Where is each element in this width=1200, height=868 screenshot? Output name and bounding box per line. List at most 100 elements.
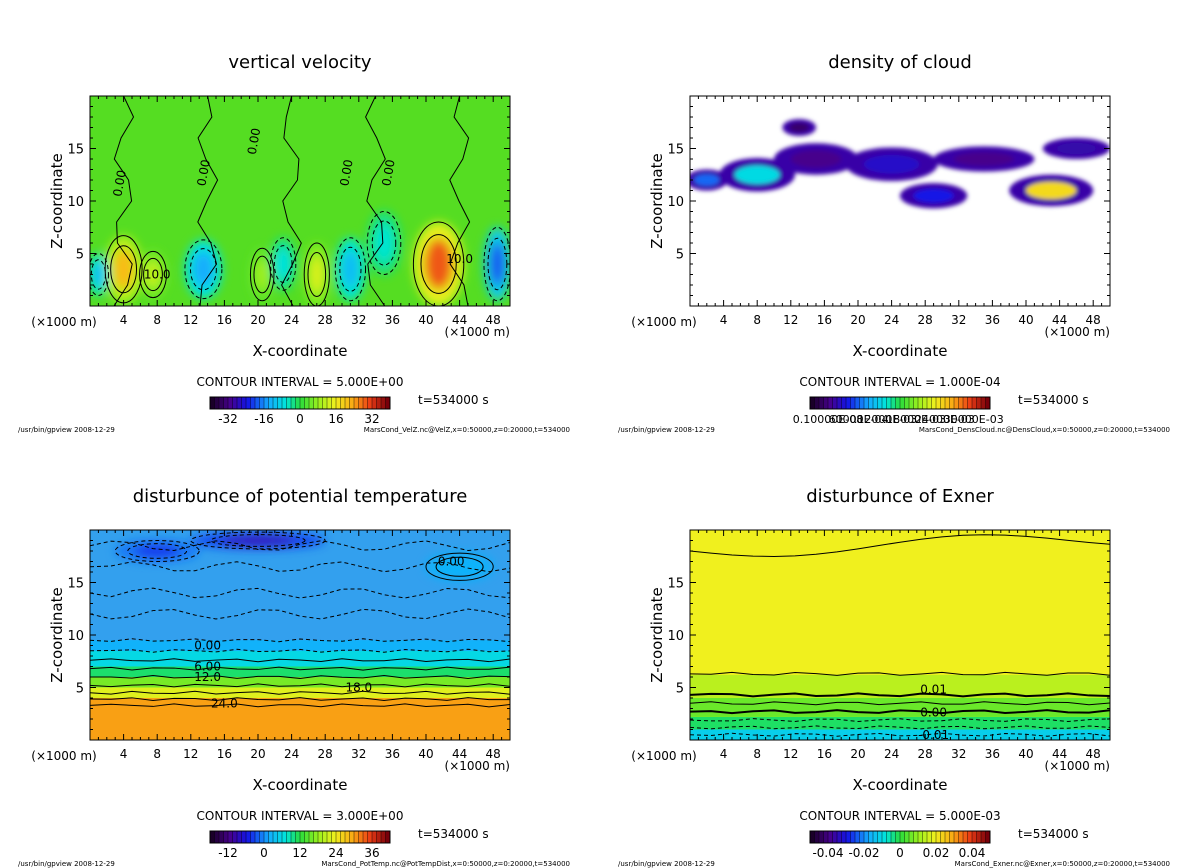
- contour-label: 24.0: [211, 696, 238, 710]
- colorbar-segment: [327, 397, 332, 409]
- x-tick-label: 40: [418, 313, 433, 327]
- zero-contour: [113, 96, 135, 306]
- isentrope-line: [90, 703, 510, 708]
- plot-area: [690, 96, 1110, 306]
- colorbar-segment: [219, 397, 224, 409]
- colorbar-segment: [922, 831, 928, 843]
- x-tick-label: 4: [720, 313, 728, 327]
- x-unit-left: (×1000 m): [631, 315, 696, 329]
- x-tick-label: 36: [385, 747, 400, 761]
- colorbar-segment: [381, 831, 386, 843]
- x-tick-label: 36: [385, 313, 400, 327]
- colorbar-segment: [976, 397, 982, 409]
- colorbar-segment: [273, 397, 278, 409]
- y-tick-label: 10: [67, 195, 84, 210]
- y-axis-label: Z-coordinate: [48, 153, 66, 248]
- colorbar-segment: [832, 831, 838, 843]
- colorbar-segment: [228, 397, 233, 409]
- x-tick-label: 20: [850, 313, 865, 327]
- contour-interval: CONTOUR INTERVAL = 5.000E+00: [197, 375, 404, 389]
- colorbar-segment: [385, 831, 391, 843]
- x-unit-right: (×1000 m): [1045, 759, 1110, 773]
- colorbar-segment: [336, 831, 341, 843]
- colorbar-segment: [936, 397, 941, 409]
- colorbar-segment: [313, 831, 319, 843]
- cell-inner: [309, 255, 324, 294]
- colorbar-segment: [300, 831, 305, 843]
- x-tick-label: 36: [985, 313, 1000, 327]
- exner-contour: [690, 732, 1110, 737]
- cell-inner: [92, 261, 104, 288]
- contour-line: [184, 239, 223, 300]
- colorbar-segment: [850, 831, 856, 843]
- colorbar-segment: [376, 831, 382, 843]
- x-tick-label: 40: [418, 747, 433, 761]
- colorbar-segment: [918, 831, 923, 843]
- colorbar-segment: [246, 831, 251, 843]
- colorbar-segment: [291, 831, 296, 843]
- upper-contour: [90, 561, 510, 573]
- colorbar-tick-label: 36: [364, 846, 379, 860]
- colorbar-segment: [372, 397, 377, 409]
- exner-contour: [690, 718, 1110, 723]
- x-tick-label: 20: [850, 747, 865, 761]
- y-tick-label: 15: [67, 577, 84, 592]
- x-tick-label: 24: [284, 747, 299, 761]
- colorbar-segment: [367, 831, 373, 843]
- isentrope-line: [90, 697, 510, 702]
- feature-layer: [690, 119, 1110, 209]
- zero-contour: [449, 96, 471, 306]
- x-tick-label: 8: [153, 747, 161, 761]
- colorbar-segment: [877, 831, 883, 843]
- colorbar-segment: [873, 397, 878, 409]
- colorbar-frame: [809, 830, 991, 844]
- colorbar-segment: [264, 397, 269, 409]
- contour-line: [339, 246, 362, 292]
- colorbar-segment: [309, 397, 314, 409]
- colorbar-segment: [985, 397, 991, 409]
- colorbar-segment: [810, 397, 815, 409]
- x-unit-right: (×1000 m): [445, 759, 510, 773]
- x-tick-label: 44: [452, 313, 467, 327]
- x-tick-label: 28: [918, 313, 933, 327]
- contour-label: 0.00: [245, 127, 263, 156]
- colorbar-segment: [904, 397, 910, 409]
- colorbar: 0.10000E-08.60000E-04.12000E-03.18000E-0…: [793, 396, 1004, 426]
- colorbar-segment: [967, 831, 973, 843]
- isentrope-line: [90, 648, 510, 653]
- y-tick-label: 5: [676, 682, 684, 697]
- footer-left: /usr/bin/gpview 2008-12-29: [18, 860, 115, 868]
- colorbar-tick-label: 0: [260, 846, 268, 860]
- colorbar-segment: [277, 831, 283, 843]
- colorbar: -12 0 12 24 36: [209, 830, 391, 860]
- contour-line: [412, 221, 465, 306]
- cell-inner: [255, 258, 269, 291]
- exner-band: [690, 729, 1110, 740]
- colorbar-segment: [967, 397, 973, 409]
- y-tick-label: 10: [667, 629, 684, 644]
- x-tick-label: 16: [217, 313, 232, 327]
- temperature-band: [90, 666, 510, 677]
- colorbar-segment: [385, 397, 391, 409]
- contour-line: [435, 556, 484, 577]
- y-tick-label: 5: [76, 248, 84, 263]
- cloud-core: [1026, 181, 1077, 200]
- exner-contour: [690, 692, 1110, 698]
- colorbar-segment: [354, 397, 359, 409]
- colorbar-segment: [855, 397, 860, 409]
- colorbar-segment: [295, 831, 301, 843]
- x-tick-label: 48: [486, 747, 501, 761]
- isentrope-line: [90, 666, 510, 671]
- contour-label: 10.0: [446, 252, 473, 266]
- x-tick-label: 24: [284, 313, 299, 327]
- cell-inner: [441, 558, 479, 575]
- y-tick-label: 5: [676, 248, 684, 263]
- colorbar-segment: [295, 397, 301, 409]
- colorbar-segment: [841, 397, 847, 409]
- contour-label: -0.01: [918, 728, 949, 742]
- zero-contour: [365, 96, 386, 306]
- colorbar-segment: [909, 831, 914, 843]
- colorbar-segment: [228, 831, 233, 843]
- exner-contour: [690, 701, 1110, 706]
- contour-label: 0.00: [438, 555, 465, 569]
